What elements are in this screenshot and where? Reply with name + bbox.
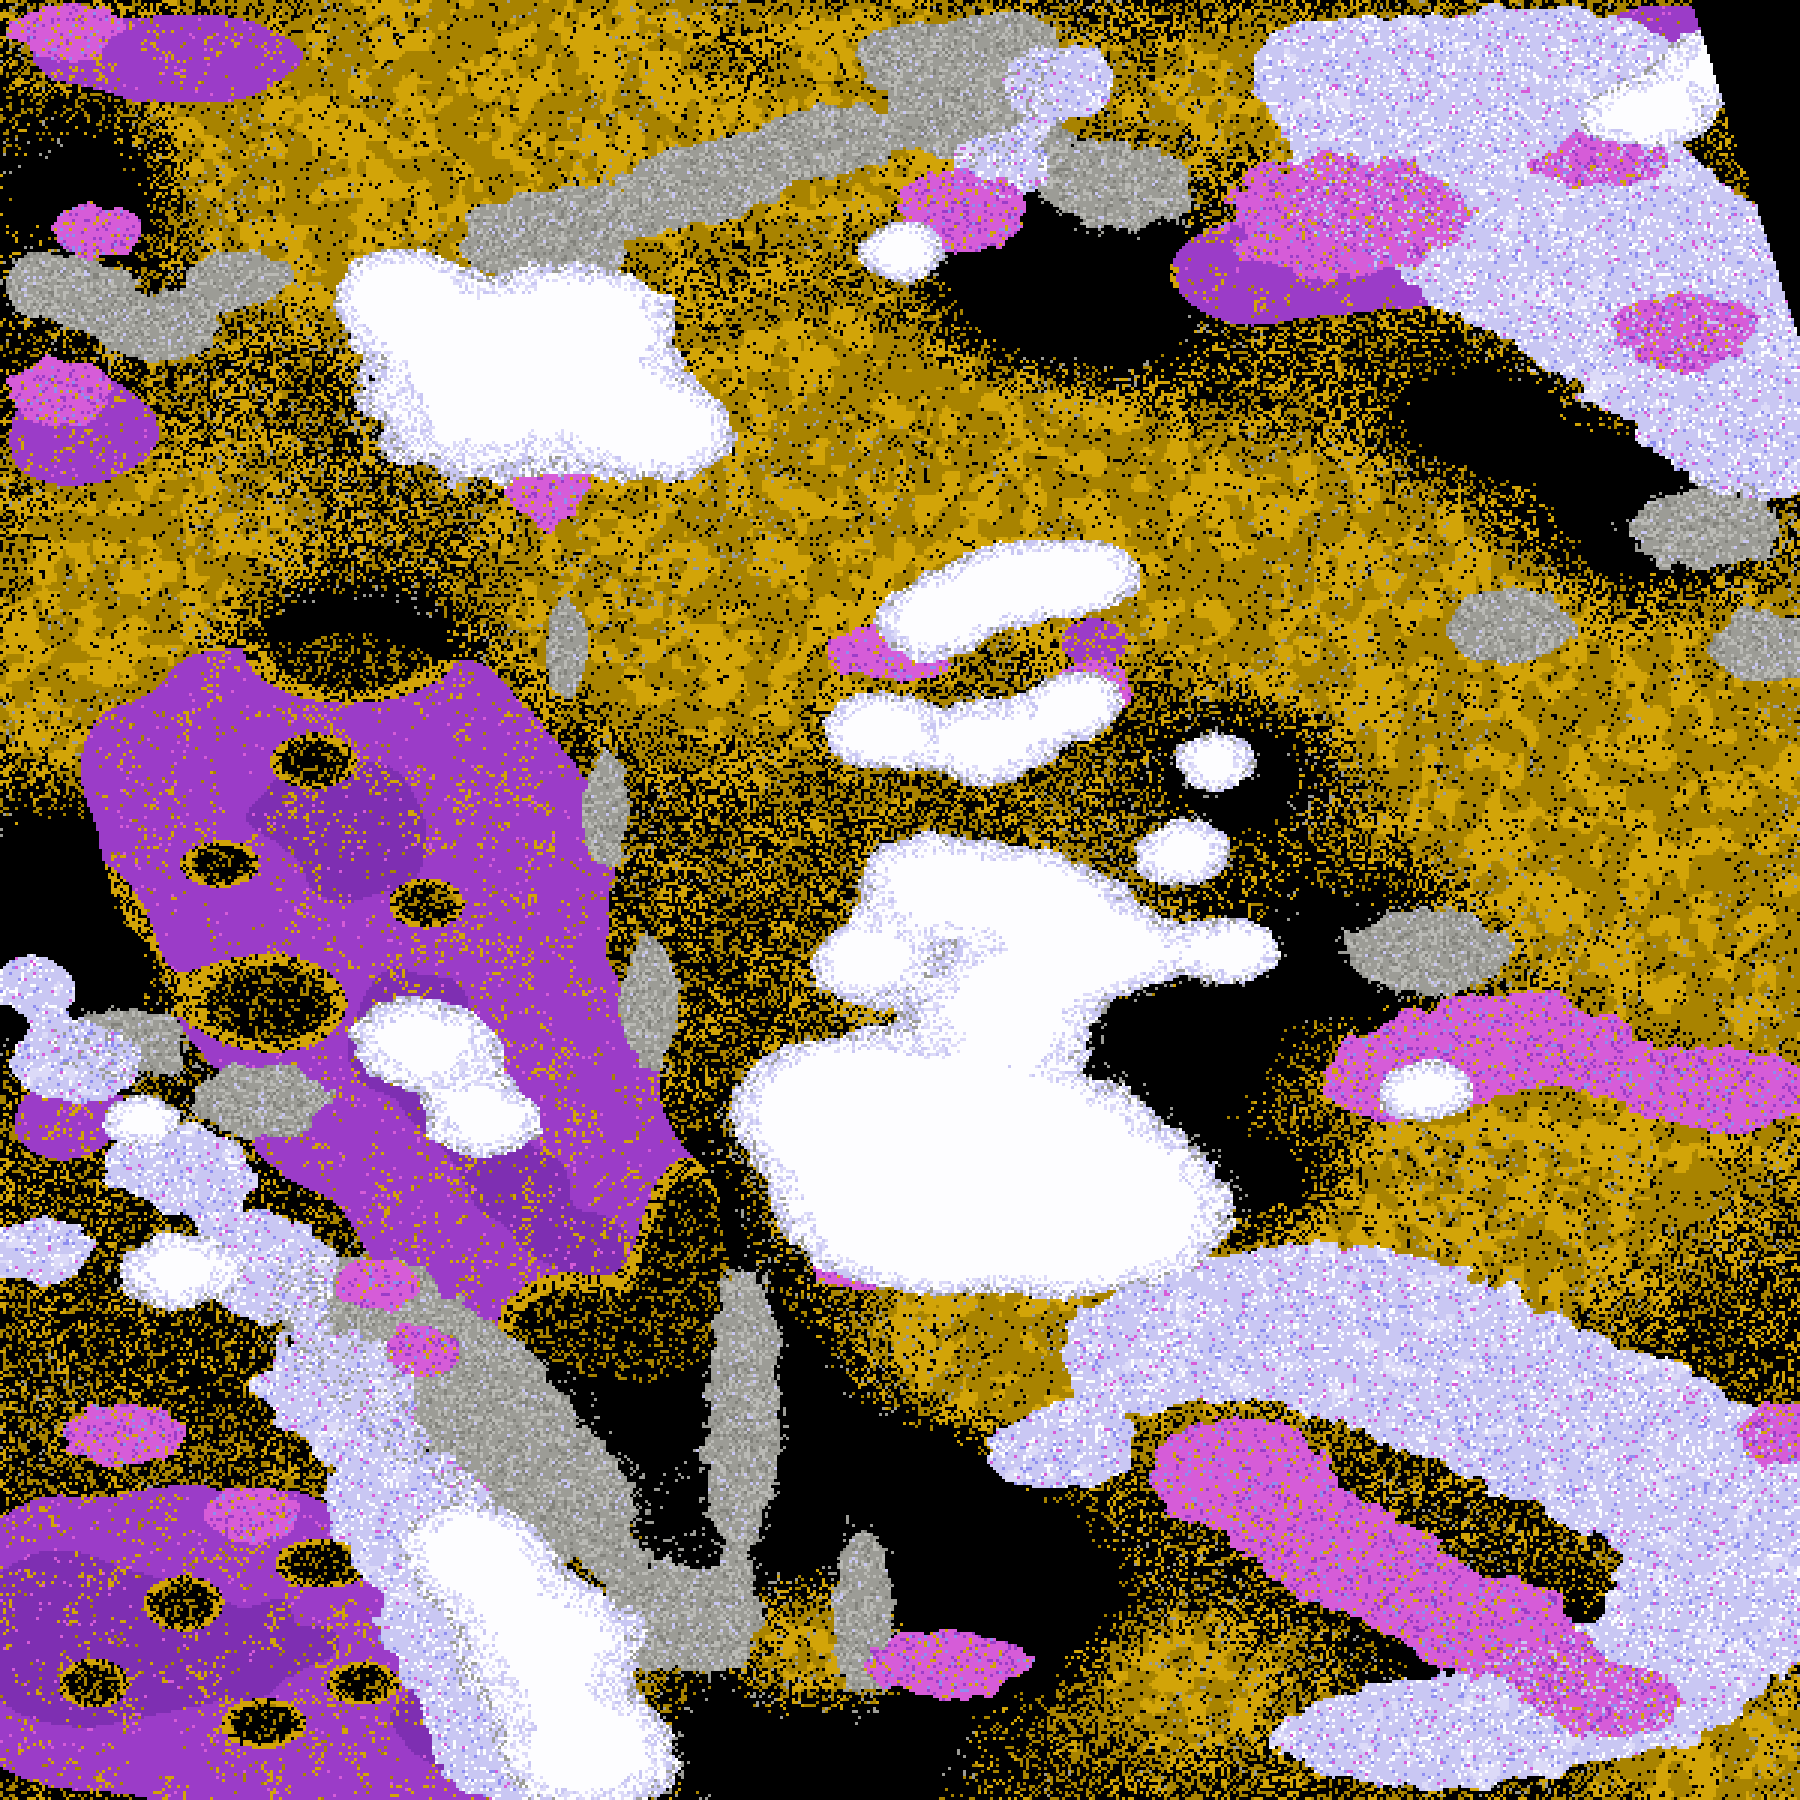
satellite-image [0,0,1800,1800]
satellite-image-canvas [0,0,1800,1800]
satellite-image-page: { "image": { "alt": "False-color satelli… [0,0,1800,1800]
